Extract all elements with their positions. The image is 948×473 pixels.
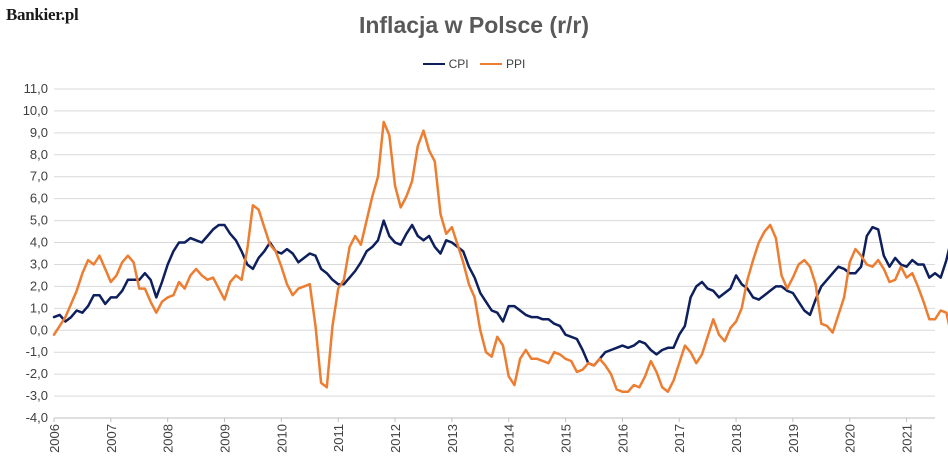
logo: Bankier.pl [6,5,79,24]
x-tick-label: 2020 [843,424,858,453]
chart-legend: CPI PPI [0,54,948,71]
legend-swatch-ppi [480,63,502,65]
chart-title: Inflacja w Polsce (r/r) [358,12,590,38]
series-line-ppi [52,120,948,393]
y-tick-label: 0,0 [30,322,48,337]
x-tick-label: 2011 [331,424,346,452]
y-tick-label: 3,0 [30,256,48,271]
x-tick-label: 2018 [729,424,744,453]
y-tick-label: 6,0 [30,191,48,206]
y-tick-label: -2,0 [26,366,48,381]
x-tick-label: 2016 [615,424,630,453]
y-tick-label: 8,0 [30,147,48,162]
series-line-cpi [52,219,948,367]
y-tick-label: 7,0 [30,169,48,184]
legend-swatch-cpi [422,63,445,65]
y-tick-label: -1,0 [26,344,48,359]
y-tick-label: 4,0 [30,235,48,250]
x-tick-label: 2019 [786,424,801,453]
y-tick-label: 11,0 [24,81,48,96]
x-tick-label: 2013 [445,424,460,453]
y-tick-label: 2,0 [30,278,48,293]
x-tick-label: 2014 [502,424,517,453]
y-tick-label: -4,0 [26,410,48,425]
y-tick-label: 1,0 [30,300,48,315]
y-tick-label: 5,0 [30,213,48,228]
x-tick-label: 2008 [161,424,176,453]
x-tick-label: 2021 [900,424,915,453]
x-tick-label: 2009 [218,424,233,453]
x-tick-label: 2010 [274,424,289,453]
legend-item-ppi: PPI [480,57,525,71]
y-tick-label: 10,0 [23,103,48,118]
legend-label-cpi: CPI [448,57,469,71]
x-tick-label: 2006 [47,424,62,453]
legend-label-ppi: PPI [506,57,526,71]
x-tick-label: 2017 [672,424,687,453]
x-tick-label: 2007 [104,424,119,453]
x-tick-label: 2012 [388,424,403,453]
y-tick-label: -3,0 [26,388,48,403]
y-tick-label: 9,0 [30,125,48,140]
x-tick-label: 2015 [559,424,574,453]
legend-item-cpi: CPI [422,57,469,71]
